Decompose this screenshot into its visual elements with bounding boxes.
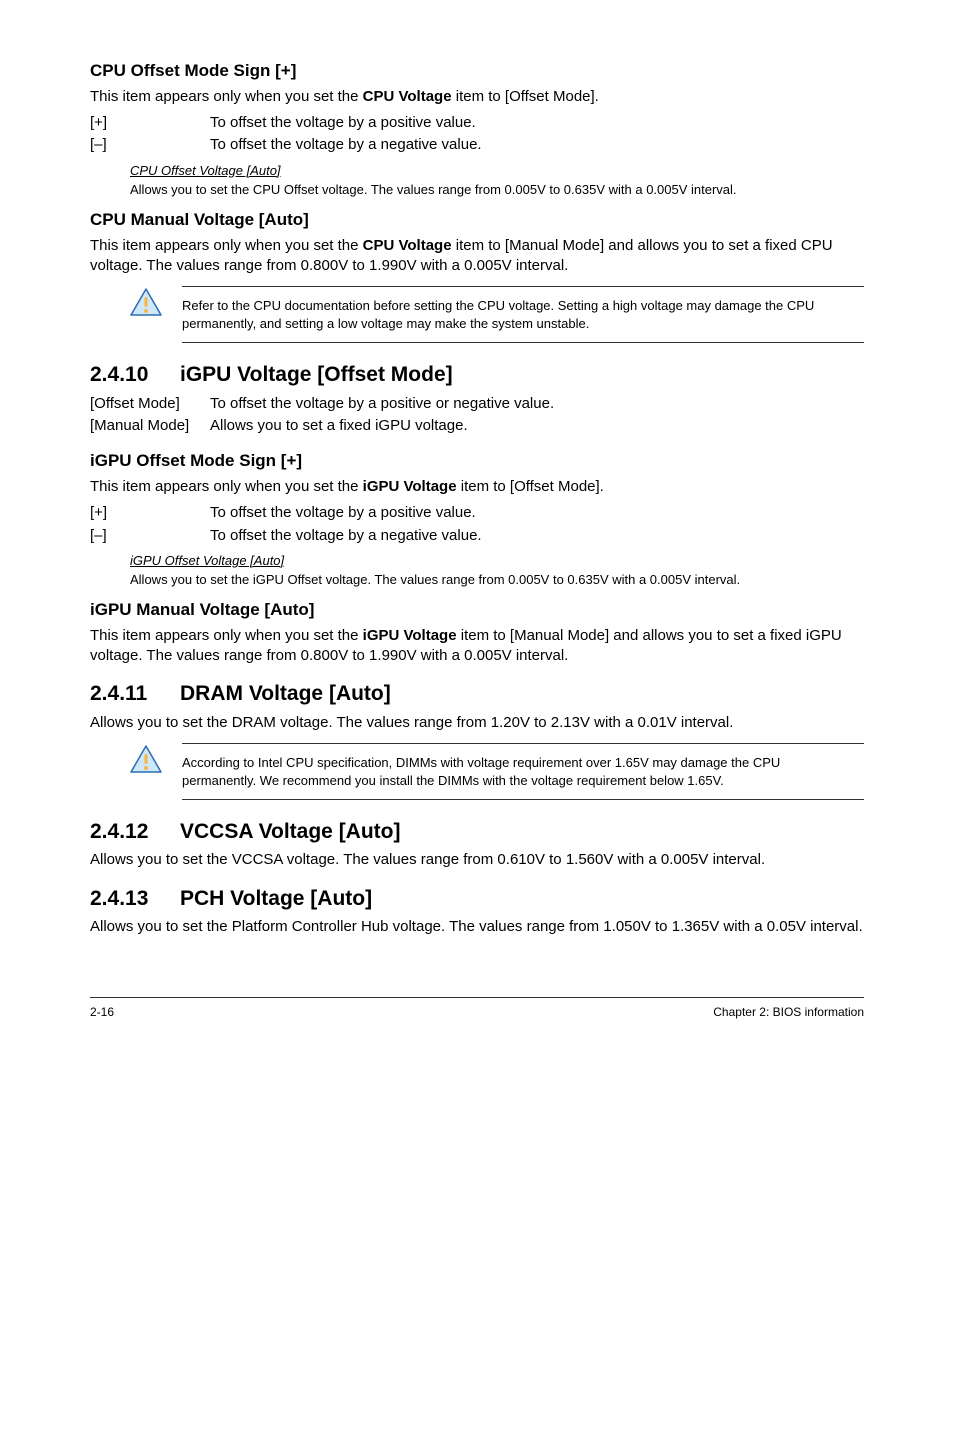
page-footer: 2-16 Chapter 2: BIOS information — [90, 997, 864, 1020]
definition-key: [+] — [90, 503, 210, 523]
intro-text: This item appears only when you set the … — [90, 236, 864, 277]
definition-row: [–] To offset the voltage by a negative … — [90, 526, 864, 546]
heading-dram-voltage: 2.4.11DRAM Voltage [Auto] — [90, 680, 864, 708]
section-title: PCH Voltage [Auto] — [180, 887, 372, 910]
text: item to [Offset Mode]. — [452, 88, 599, 105]
definition-value: To offset the voltage by a positive valu… — [210, 503, 864, 523]
heading-vccsa-voltage: 2.4.12VCCSA Voltage [Auto] — [90, 818, 864, 846]
definition-key: [Offset Mode] — [90, 394, 210, 414]
intro-text: This item appears only when you set the … — [90, 477, 864, 497]
warning-icon — [130, 745, 162, 780]
heading-cpu-offset-mode-sign: CPU Offset Mode Sign [+] — [90, 60, 864, 83]
warning-icon — [130, 288, 162, 323]
definition-value: To offset the voltage by a negative valu… — [210, 526, 864, 546]
intro-text: This item appears only when you set the … — [90, 626, 864, 667]
body-text: Allows you to set the Platform Controlle… — [90, 917, 864, 937]
heading-igpu-offset-mode-sign: iGPU Offset Mode Sign [+] — [90, 450, 864, 473]
sub-section: iGPU Offset Voltage [Auto] Allows you to… — [90, 552, 864, 589]
section-number: 2.4.10 — [90, 361, 180, 389]
definition-value: To offset the voltage by a negative valu… — [210, 135, 864, 155]
sub-section: CPU Offset Voltage [Auto] Allows you to … — [90, 162, 864, 199]
text: item to [Offset Mode]. — [457, 478, 604, 495]
text: This item appears only when you set the — [90, 627, 363, 644]
text: This item appears only when you set the — [90, 237, 363, 254]
heading-pch-voltage: 2.4.13PCH Voltage [Auto] — [90, 885, 864, 913]
definition-key: [+] — [90, 113, 210, 133]
text-bold: iGPU Voltage — [363, 627, 457, 644]
intro-text: This item appears only when you set the … — [90, 87, 864, 107]
heading-igpu-manual-voltage: iGPU Manual Voltage [Auto] — [90, 599, 864, 622]
text-bold: CPU Voltage — [363, 237, 452, 254]
section-title: DRAM Voltage [Auto] — [180, 682, 391, 705]
definition-key: [Manual Mode] — [90, 416, 210, 436]
heading-cpu-manual-voltage: CPU Manual Voltage [Auto] — [90, 209, 864, 232]
definition-row: [+] To offset the voltage by a positive … — [90, 503, 864, 523]
section-number: 2.4.12 — [90, 818, 180, 846]
definition-row: [Manual Mode] Allows you to set a fixed … — [90, 416, 864, 436]
text: This item appears only when you set the — [90, 478, 363, 495]
page-number: 2-16 — [90, 1004, 114, 1020]
section-title: VCCSA Voltage [Auto] — [180, 820, 401, 843]
definition-row: [–] To offset the voltage by a negative … — [90, 135, 864, 155]
warning-note: Refer to the CPU documentation before se… — [130, 286, 864, 343]
sub-heading: iGPU Offset Voltage [Auto] — [130, 552, 864, 570]
text: This item appears only when you set the — [90, 88, 363, 105]
definition-value: To offset the voltage by a positive or n… — [210, 394, 864, 414]
sub-body: Allows you to set the CPU Offset voltage… — [130, 181, 864, 199]
sub-heading: CPU Offset Voltage [Auto] — [130, 162, 864, 180]
heading-igpu-voltage: 2.4.10iGPU Voltage [Offset Mode] — [90, 361, 864, 389]
section-title: iGPU Voltage [Offset Mode] — [180, 363, 453, 386]
definition-value: Allows you to set a fixed iGPU voltage. — [210, 416, 864, 436]
sub-body: Allows you to set the iGPU Offset voltag… — [130, 571, 864, 589]
body-text: Allows you to set the DRAM voltage. The … — [90, 713, 864, 733]
chapter-label: Chapter 2: BIOS information — [713, 1004, 864, 1020]
section-number: 2.4.13 — [90, 885, 180, 913]
definition-key: [–] — [90, 526, 210, 546]
text-bold: iGPU Voltage — [363, 478, 457, 495]
text-bold: CPU Voltage — [363, 88, 452, 105]
definition-key: [–] — [90, 135, 210, 155]
section-number: 2.4.11 — [90, 680, 180, 708]
definition-row: [+] To offset the voltage by a positive … — [90, 113, 864, 133]
definition-value: To offset the voltage by a positive valu… — [210, 113, 864, 133]
warning-text: According to Intel CPU specification, DI… — [182, 743, 864, 800]
body-text: Allows you to set the VCCSA voltage. The… — [90, 850, 864, 870]
warning-note: According to Intel CPU specification, DI… — [130, 743, 864, 800]
definition-row: [Offset Mode] To offset the voltage by a… — [90, 394, 864, 414]
warning-text: Refer to the CPU documentation before se… — [182, 286, 864, 343]
